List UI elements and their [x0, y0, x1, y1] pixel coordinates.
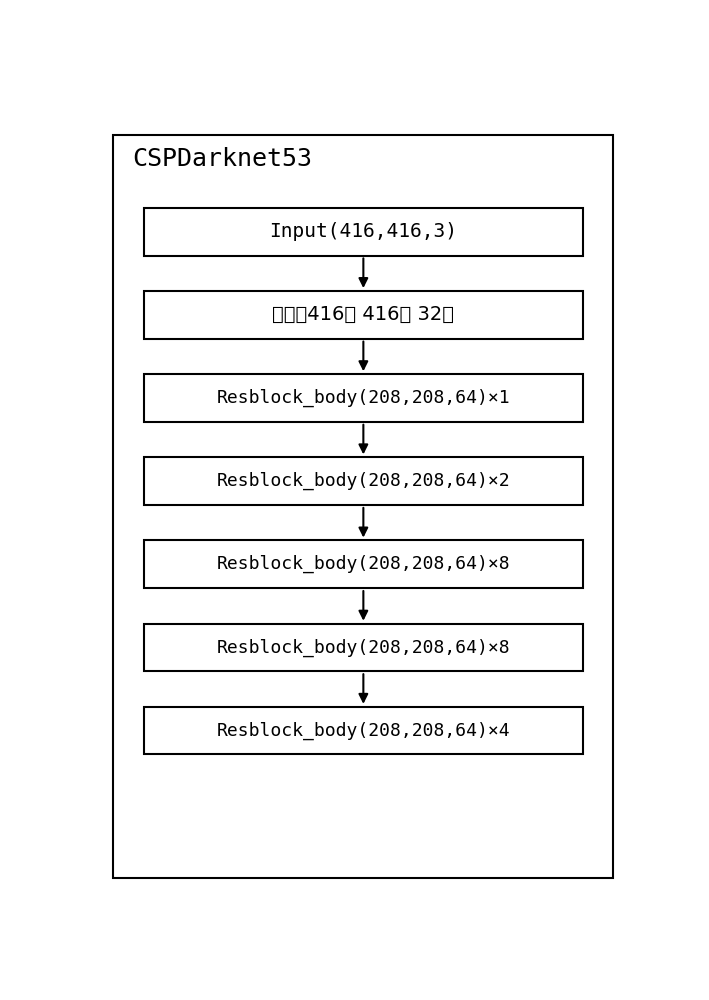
Bar [143, 291, 583, 339]
Bar [143, 457, 583, 505]
Bar [143, 208, 583, 256]
Text: Resblock_body(208,208,64)×1: Resblock_body(208,208,64)×1 [216, 389, 510, 407]
Text: Input(416,416,3): Input(416,416,3) [269, 222, 457, 241]
Bar [143, 540, 583, 588]
Bar [143, 374, 583, 422]
Text: Resblock_body(208,208,64)×2: Resblock_body(208,208,64)×2 [216, 472, 510, 490]
Text: 卷积（416， 416， 32）: 卷积（416， 416， 32） [272, 305, 454, 324]
Text: Resblock_body(208,208,64)×8: Resblock_body(208,208,64)×8 [216, 638, 510, 657]
Text: Resblock_body(208,208,64)×8: Resblock_body(208,208,64)×8 [216, 555, 510, 573]
Text: Resblock_body(208,208,64)×4: Resblock_body(208,208,64)×4 [216, 721, 510, 740]
Text: CSPDarknet53: CSPDarknet53 [133, 147, 313, 171]
Bar [143, 624, 583, 671]
Bar [143, 707, 583, 754]
